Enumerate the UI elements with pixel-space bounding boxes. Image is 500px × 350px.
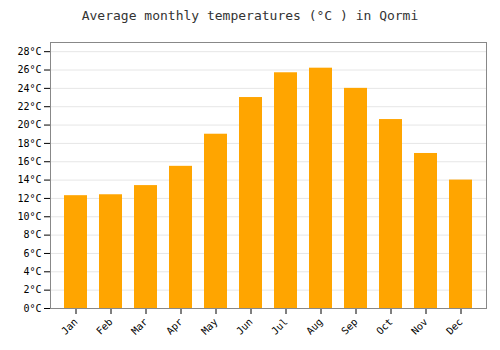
svg-text:Jan: Jan [59,316,80,337]
svg-text:Aug: Aug [304,316,325,337]
html-text:Average monthly temperatures (: Average monthly temperatures (°C ) in Qo… [81,8,419,23]
svg-text:22°C: 22°C [17,101,41,112]
svg-text:12°C: 12°C [17,193,41,204]
svg-text:28°C: 28°C [17,46,41,57]
svg-text:16°C: 16°C [17,156,41,167]
svg-text:Apr: Apr [164,316,185,337]
svg-text:14°C: 14°C [17,174,41,185]
svg-text:Jul: Jul [269,316,290,337]
svg-text:Jun: Jun [234,316,255,337]
svg-text:24°C: 24°C [17,83,41,94]
svg-text:Sep: Sep [339,316,360,337]
svg-text:Nov: Nov [409,316,430,337]
svg-text:18°C: 18°C [17,138,41,149]
svg-text:Feb: Feb [94,316,115,337]
svg-text:8°C: 8°C [23,229,41,240]
svg-text:4°C: 4°C [23,266,41,277]
svg-text:26°C: 26°C [17,64,41,75]
svg-text:6°C: 6°C [23,248,41,259]
svg-text:0°C: 0°C [23,303,41,314]
svg-text:20°C: 20°C [17,119,41,130]
svg-text:10°C: 10°C [17,211,41,222]
svg-text:May: May [199,316,220,337]
svg-text:Oct: Oct [374,316,395,337]
svg-text:2°C: 2°C [23,284,41,295]
svg-text:Mar: Mar [129,316,150,337]
svg-text:Dec: Dec [444,316,465,337]
